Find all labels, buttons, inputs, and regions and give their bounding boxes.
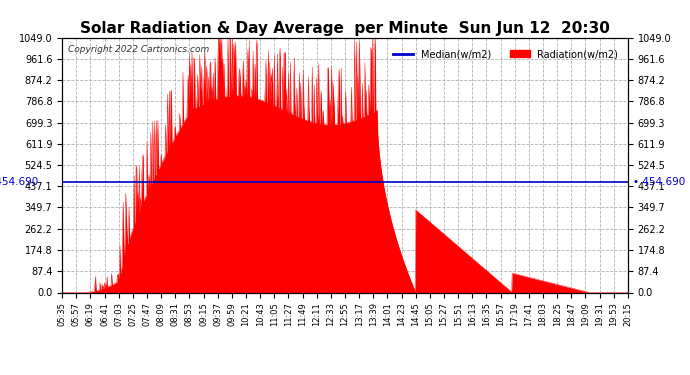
Text: • 454.690: • 454.690 — [0, 177, 38, 187]
Title: Solar Radiation & Day Average  per Minute  Sun Jun 12  20:30: Solar Radiation & Day Average per Minute… — [80, 21, 610, 36]
Text: Copyright 2022 Cartronics.com: Copyright 2022 Cartronics.com — [68, 45, 209, 54]
Legend: Median(w/m2), Radiation(w/m2): Median(w/m2), Radiation(w/m2) — [389, 45, 622, 63]
Text: • 454.690: • 454.690 — [633, 177, 686, 187]
